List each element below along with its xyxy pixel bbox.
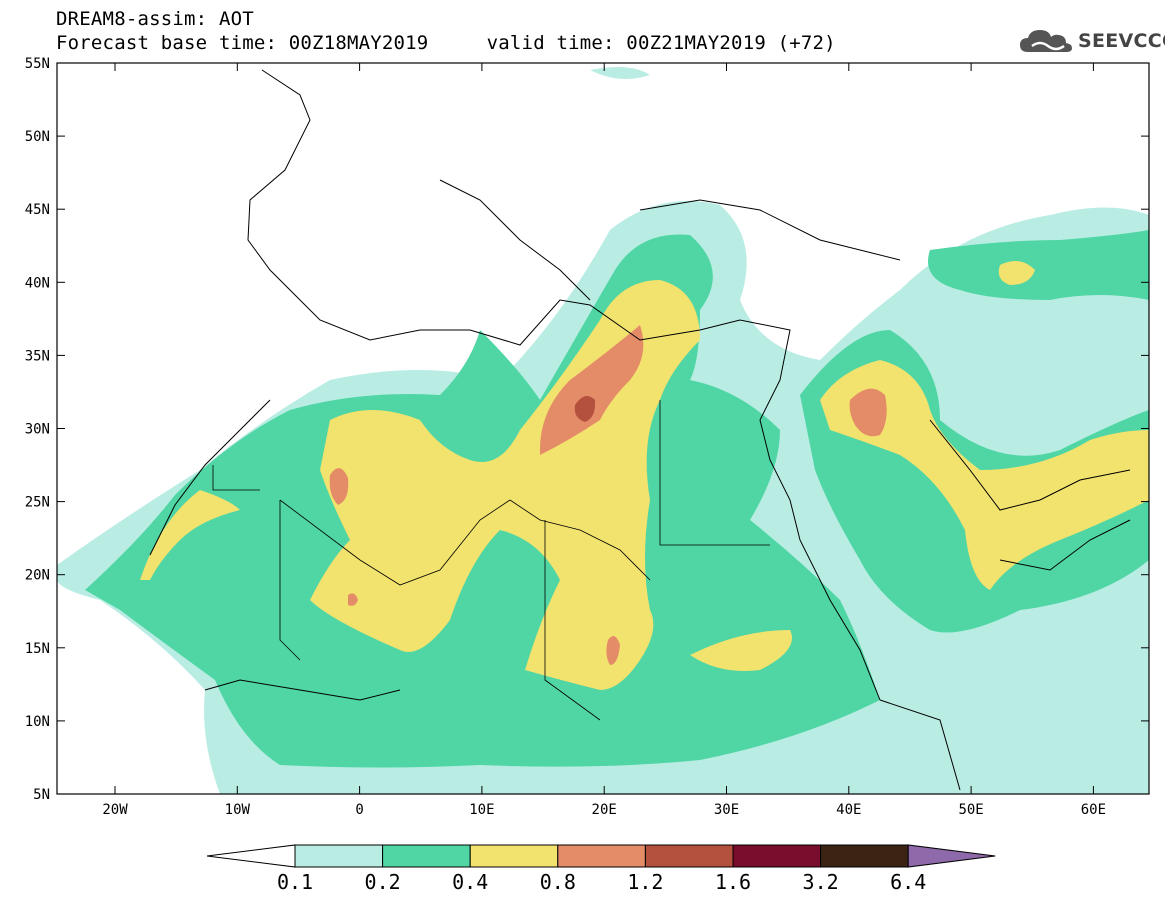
colorbar-min-triangle — [206, 844, 296, 868]
cloud-icon — [1020, 30, 1072, 52]
colorbar-label: 0.4 — [452, 870, 488, 894]
aot-level-1.2 — [574, 396, 596, 422]
lat-label: 35N — [25, 348, 50, 364]
colorbar-swatch — [644, 844, 734, 868]
colorbar-swatch — [732, 844, 822, 868]
colorbar-label: 1.6 — [715, 870, 751, 894]
lon-label: 40E — [836, 802, 861, 818]
title-product: DREAM8-assim: AOT — [56, 8, 254, 30]
country-borders — [212, 400, 770, 721]
colorbar-label: 1.2 — [627, 870, 663, 894]
lat-label: 10N — [25, 714, 50, 730]
lon-label: 20E — [592, 802, 617, 818]
lat-label: 25N — [25, 495, 50, 511]
lon-label: 50E — [958, 802, 983, 818]
colorbar-swatch — [820, 844, 909, 868]
coastlines — [149, 69, 1131, 791]
map-frame — [56, 62, 1150, 795]
lat-label: 45N — [25, 202, 50, 218]
colorbar-swatch — [294, 844, 384, 868]
colorbar-label: 0.1 — [277, 870, 313, 894]
lat-label: 20N — [25, 568, 50, 584]
lat-label: 30N — [25, 422, 50, 438]
lon-label: 10E — [469, 802, 494, 818]
colorbar-label: 6.4 — [890, 870, 926, 894]
colorbar — [206, 844, 996, 868]
lat-label: 55N — [25, 56, 50, 72]
colorbar-label: 0.8 — [540, 870, 576, 894]
colorbar-swatch — [382, 844, 471, 868]
title-times: Forecast base time: 00Z18MAY2019 valid t… — [56, 32, 836, 54]
colorbar-labels: 0.1 0.2 0.4 0.8 1.2 1.6 3.2 6.4 — [277, 870, 926, 894]
aot-level-0.8 — [329, 325, 887, 665]
lon-label: 0 — [355, 802, 363, 818]
colorbar-swatch — [557, 844, 646, 868]
lat-label: 5N — [33, 787, 50, 803]
colorbar-label: 3.2 — [803, 870, 839, 894]
lon-label: 10W — [225, 802, 251, 818]
logo-text: SEEVCCC — [1078, 30, 1165, 52]
lat-label: 50N — [25, 129, 50, 145]
lat-label: 15N — [25, 641, 50, 657]
lon-label: 30E — [714, 802, 739, 818]
lat-label: 40N — [25, 275, 50, 291]
colorbar-label: 0.2 — [365, 870, 401, 894]
colorbar-max-triangle — [907, 844, 996, 868]
colorbar-swatch — [469, 844, 559, 868]
seevccc-logo: SEEVCCC — [1018, 24, 1165, 58]
lon-label: 20W — [102, 802, 128, 818]
lon-label: 60E — [1081, 802, 1106, 818]
